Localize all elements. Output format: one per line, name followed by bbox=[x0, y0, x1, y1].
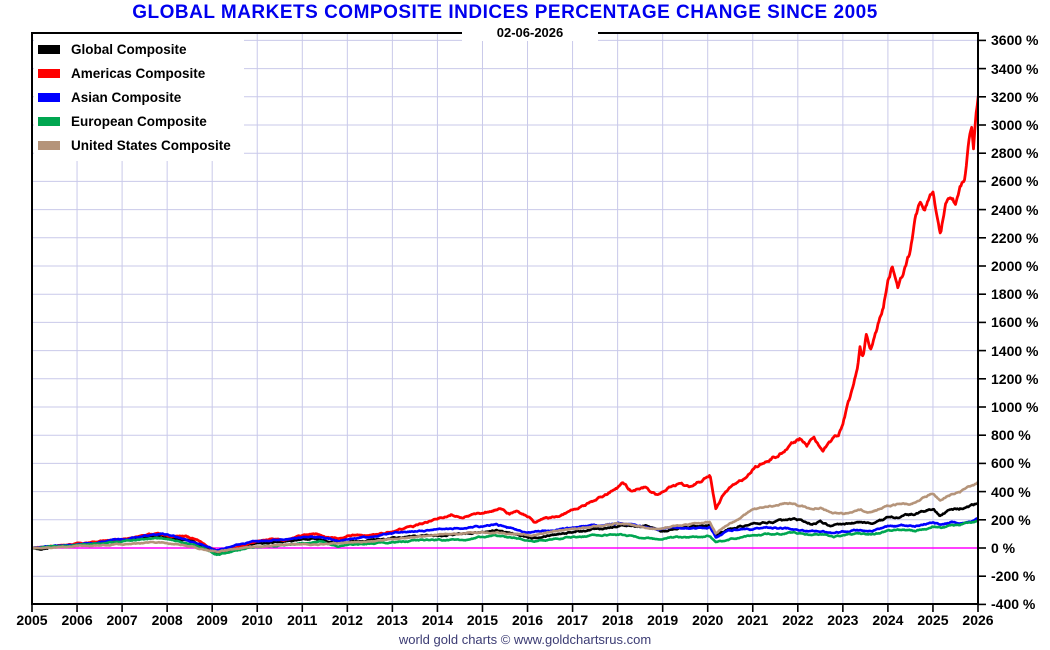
axis-ticks bbox=[31, 39, 986, 612]
legend-item: Global Composite bbox=[36, 37, 244, 61]
legend: Global Composite Americas Composite Asian … bbox=[34, 34, 244, 161]
legend-item: United States Composite bbox=[36, 133, 244, 157]
y-tick-label: 200 % bbox=[991, 511, 1031, 528]
y-tick-label: -200 % bbox=[991, 568, 1036, 585]
y-tick-label: 2800 % bbox=[991, 145, 1039, 162]
series-group bbox=[32, 86, 978, 557]
x-tick-label: 2017 bbox=[556, 612, 589, 628]
footer-credit: world gold charts © www.goldchartsrus.co… bbox=[398, 632, 652, 647]
x-tick-label: 2019 bbox=[647, 612, 679, 628]
legend-swatch bbox=[38, 116, 60, 126]
series-asian-composite bbox=[32, 517, 978, 552]
y-tick-label: 1800 % bbox=[991, 286, 1039, 303]
x-tick-label: 2025 bbox=[917, 612, 949, 628]
x-tick-label: 2007 bbox=[106, 612, 138, 628]
y-tick-label: 2200 % bbox=[991, 229, 1039, 246]
series-global-composite bbox=[32, 502, 978, 555]
legend-item: Americas Composite bbox=[36, 61, 244, 85]
x-tick-label: 2024 bbox=[872, 612, 904, 628]
x-tick-label: 2012 bbox=[331, 612, 363, 628]
x-tick-label: 2022 bbox=[782, 612, 814, 628]
x-tick-label: 2013 bbox=[376, 612, 408, 628]
legend-swatch bbox=[38, 92, 60, 102]
x-tick-label: 2008 bbox=[151, 612, 183, 628]
chart-title: GLOBAL MARKETS COMPOSITE INDICES PERCENT… bbox=[132, 2, 878, 23]
y-tick-label: 400 % bbox=[991, 483, 1031, 500]
legend-label: United States Composite bbox=[71, 137, 231, 153]
series-european-composite bbox=[32, 519, 978, 557]
y-tick-label: 1600 % bbox=[991, 314, 1039, 331]
date-label: 02-06-2026 bbox=[462, 24, 598, 41]
x-tick-label: 2021 bbox=[737, 612, 769, 628]
x-tick-label: 2023 bbox=[827, 612, 859, 628]
legend-swatch bbox=[38, 68, 60, 78]
x-tick-label: 2009 bbox=[196, 612, 228, 628]
y-tick-label: 0 % bbox=[991, 540, 1016, 556]
y-tick-label: 600 % bbox=[991, 455, 1031, 472]
y-tick-label: 3000 % bbox=[991, 117, 1039, 133]
y-tick-label: 3400 % bbox=[991, 60, 1039, 77]
legend-item: Asian Composite bbox=[36, 85, 244, 109]
series-united-states-composite bbox=[32, 480, 978, 554]
legend-label: Asian Composite bbox=[71, 89, 182, 105]
legend-label: Americas Composite bbox=[71, 65, 206, 81]
x-tick-label: 2006 bbox=[61, 612, 93, 628]
x-tick-label: 2020 bbox=[692, 612, 724, 628]
legend-swatch bbox=[38, 44, 60, 54]
y-tick-label: -400 % bbox=[991, 596, 1036, 613]
x-tick-label: 2018 bbox=[602, 612, 634, 628]
x-tick-label: 2016 bbox=[511, 612, 544, 628]
x-tick-label: 2010 bbox=[241, 612, 273, 628]
y-tick-label: 2600 % bbox=[991, 173, 1039, 190]
x-tick-label: 2011 bbox=[287, 612, 318, 628]
y-tick-label: 2400 % bbox=[991, 201, 1039, 218]
y-tick-label: 3200 % bbox=[991, 88, 1039, 105]
y-tick-label: 2000 % bbox=[991, 258, 1039, 274]
y-tick-label: 3600 % bbox=[991, 32, 1039, 49]
x-tick-label: 2026 bbox=[962, 612, 994, 628]
legend-item: European Composite bbox=[36, 109, 244, 133]
x-tick-label: 2014 bbox=[421, 612, 453, 628]
x-tick-label: 2015 bbox=[466, 612, 499, 628]
legend-label: European Composite bbox=[71, 113, 207, 129]
y-tick-label: 1200 % bbox=[991, 370, 1039, 387]
legend-swatch bbox=[38, 140, 60, 150]
series-americas-composite bbox=[32, 86, 978, 554]
y-tick-label: 1400 % bbox=[991, 342, 1039, 359]
y-tick-label: 800 % bbox=[991, 427, 1031, 444]
y-tick-label: 1000 % bbox=[991, 399, 1039, 415]
legend-label: Global Composite bbox=[71, 41, 187, 57]
x-tick-label: 2005 bbox=[16, 612, 48, 628]
